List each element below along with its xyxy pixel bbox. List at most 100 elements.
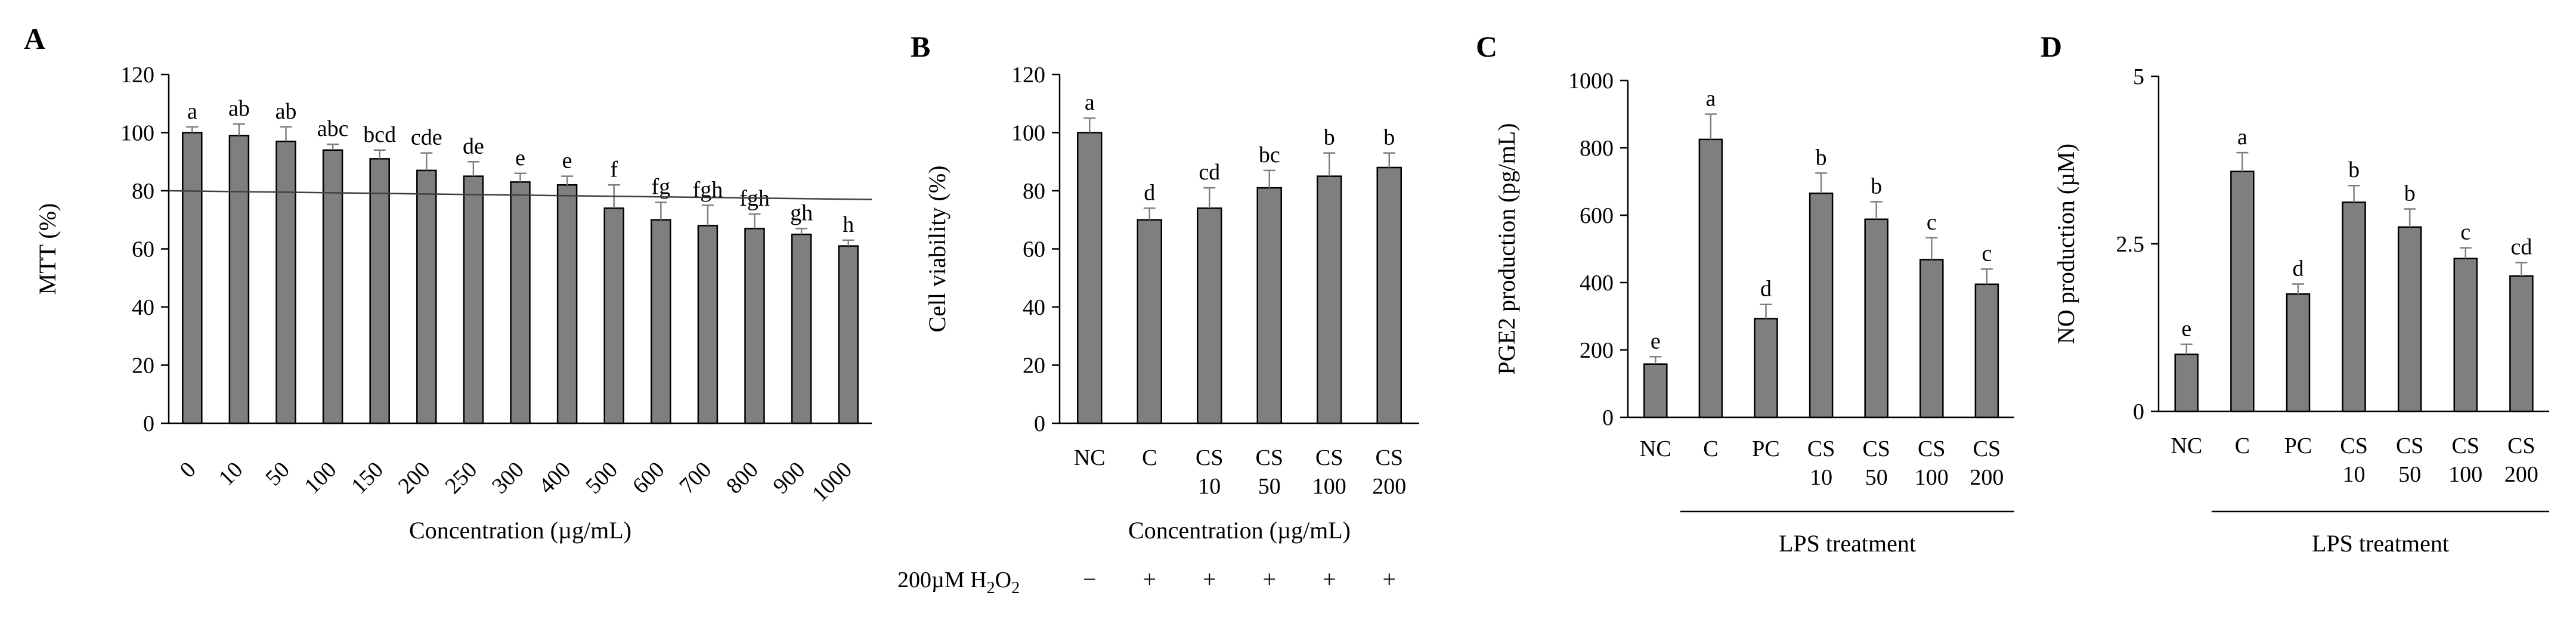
x-tick-label: 200	[394, 457, 435, 499]
significance-letter: c	[1981, 241, 1992, 266]
y-tick-label: 80	[132, 179, 154, 204]
bar	[1809, 193, 1834, 418]
x-tick-label: PC	[2284, 433, 2312, 458]
significance-letter: a	[1085, 90, 1095, 115]
treatment-row-label: 200µM H2O2	[897, 568, 1020, 597]
y-tick-label: 400	[1580, 271, 1614, 296]
significance-letter: h	[843, 212, 854, 237]
x-tick-label: CS	[1862, 436, 1890, 461]
x-tick-label: 50	[261, 457, 295, 491]
significance-letter: cd	[1199, 160, 1220, 185]
x-tick-label: 10	[1198, 474, 1221, 499]
y-tick-label: 800	[1580, 136, 1614, 161]
bar	[322, 149, 343, 424]
x-tick-label: 200	[2504, 462, 2538, 487]
x-tick-label: 700	[674, 457, 716, 499]
panel-letter: D	[2041, 30, 2062, 63]
x-tick-label: CS	[1315, 445, 1343, 470]
bar	[1698, 138, 1723, 418]
x-tick-label: 600	[628, 457, 670, 499]
bar	[182, 132, 203, 424]
panel-b: B 0 20 40 60 80 100 120 Cell viability (%) a NC d Cc…	[897, 30, 1419, 597]
x-tick-label: CS	[1918, 436, 1945, 461]
significance-letter: c	[1927, 210, 1937, 235]
x-tick-label: PC	[1752, 436, 1779, 461]
bar	[510, 181, 531, 424]
bar	[1919, 259, 1944, 418]
x-tick-label: 300	[487, 457, 529, 499]
significance-letter: fg	[651, 175, 670, 200]
x-tick-label: 50	[1865, 465, 1888, 490]
bar	[2342, 201, 2366, 413]
x-tick-label: 150	[346, 457, 388, 499]
bar	[369, 158, 390, 424]
treatment-label-part: 2	[987, 579, 995, 597]
treatment-label-part: 200µM H	[897, 568, 987, 593]
significance-letter: d	[1144, 180, 1155, 205]
x-axis-label: Concentration (µg/mL)	[1128, 517, 1351, 544]
significance-letter: d	[1760, 277, 1772, 302]
bar	[1643, 363, 1668, 418]
treatment-mark: +	[1143, 566, 1156, 593]
bar	[1197, 207, 1222, 424]
y-tick-label: 60	[132, 237, 154, 262]
treatment-mark: +	[1382, 566, 1396, 593]
significance-letter: cd	[2510, 234, 2532, 259]
treatment-mark: +	[1323, 566, 1336, 593]
significance-letter: gh	[790, 200, 813, 225]
significance-letter: d	[2293, 256, 2304, 281]
x-tick-label: 200	[1970, 465, 2004, 490]
significance-letter: cde	[411, 125, 442, 150]
bar	[2397, 226, 2422, 413]
bar	[1376, 166, 1402, 424]
bar	[2286, 293, 2311, 413]
bar	[838, 245, 859, 424]
panel-letter: A	[24, 22, 45, 55]
x-tick-label: NC	[2171, 433, 2202, 458]
bar	[651, 219, 671, 424]
bar	[1754, 318, 1778, 418]
x-tick-label: 1000	[807, 457, 857, 507]
x-tick-label: 100	[2448, 462, 2482, 487]
trendline	[168, 190, 872, 200]
bar	[556, 184, 578, 424]
bar	[416, 169, 437, 424]
x-tick-label: 500	[581, 457, 623, 499]
bar	[1317, 175, 1342, 424]
x-tick-label: 200	[1372, 474, 1406, 499]
x-tick-label: CS	[1256, 445, 1283, 470]
bar	[603, 207, 624, 424]
bar	[1077, 132, 1103, 424]
x-tick-label: CS	[2452, 433, 2479, 458]
x-tick-label: 50	[1258, 474, 1281, 499]
significance-letter: e	[562, 148, 572, 173]
bar	[2509, 275, 2534, 413]
significance-letter: de	[463, 134, 484, 159]
significance-letter: a	[187, 99, 197, 124]
x-tick-label: 250	[440, 457, 482, 499]
x-tick-label: 0	[175, 457, 201, 483]
x-tick-label: 10	[214, 457, 248, 491]
significance-letter: ab	[228, 96, 250, 121]
x-tick-label: 50	[2398, 462, 2421, 487]
significance-letter: b	[1383, 125, 1395, 150]
treatment-label-part: 2	[1011, 579, 1020, 597]
significance-letter: b	[1816, 145, 1827, 170]
bar	[2174, 354, 2199, 413]
y-tick-label: 5	[2133, 64, 2144, 89]
x-tick-label: 800	[722, 457, 763, 499]
treatment-mark: −	[1083, 566, 1097, 593]
y-tick-label: 0	[2133, 399, 2144, 424]
y-axis-label: Cell viability (%)	[924, 166, 950, 333]
bar	[463, 175, 484, 424]
significance-letter: bcd	[363, 122, 396, 147]
y-axis-label: NO production (µM)	[2052, 144, 2079, 344]
x-tick-label: NC	[1074, 445, 1106, 470]
bar	[1137, 219, 1162, 424]
y-tick-label: 20	[132, 354, 154, 379]
y-axis-label: PGE2 production (pg/mL)	[1493, 123, 1520, 374]
y-tick-label: 20	[1023, 354, 1045, 379]
y-tick-label: 40	[1023, 295, 1045, 320]
x-tick-label: 900	[768, 457, 810, 499]
